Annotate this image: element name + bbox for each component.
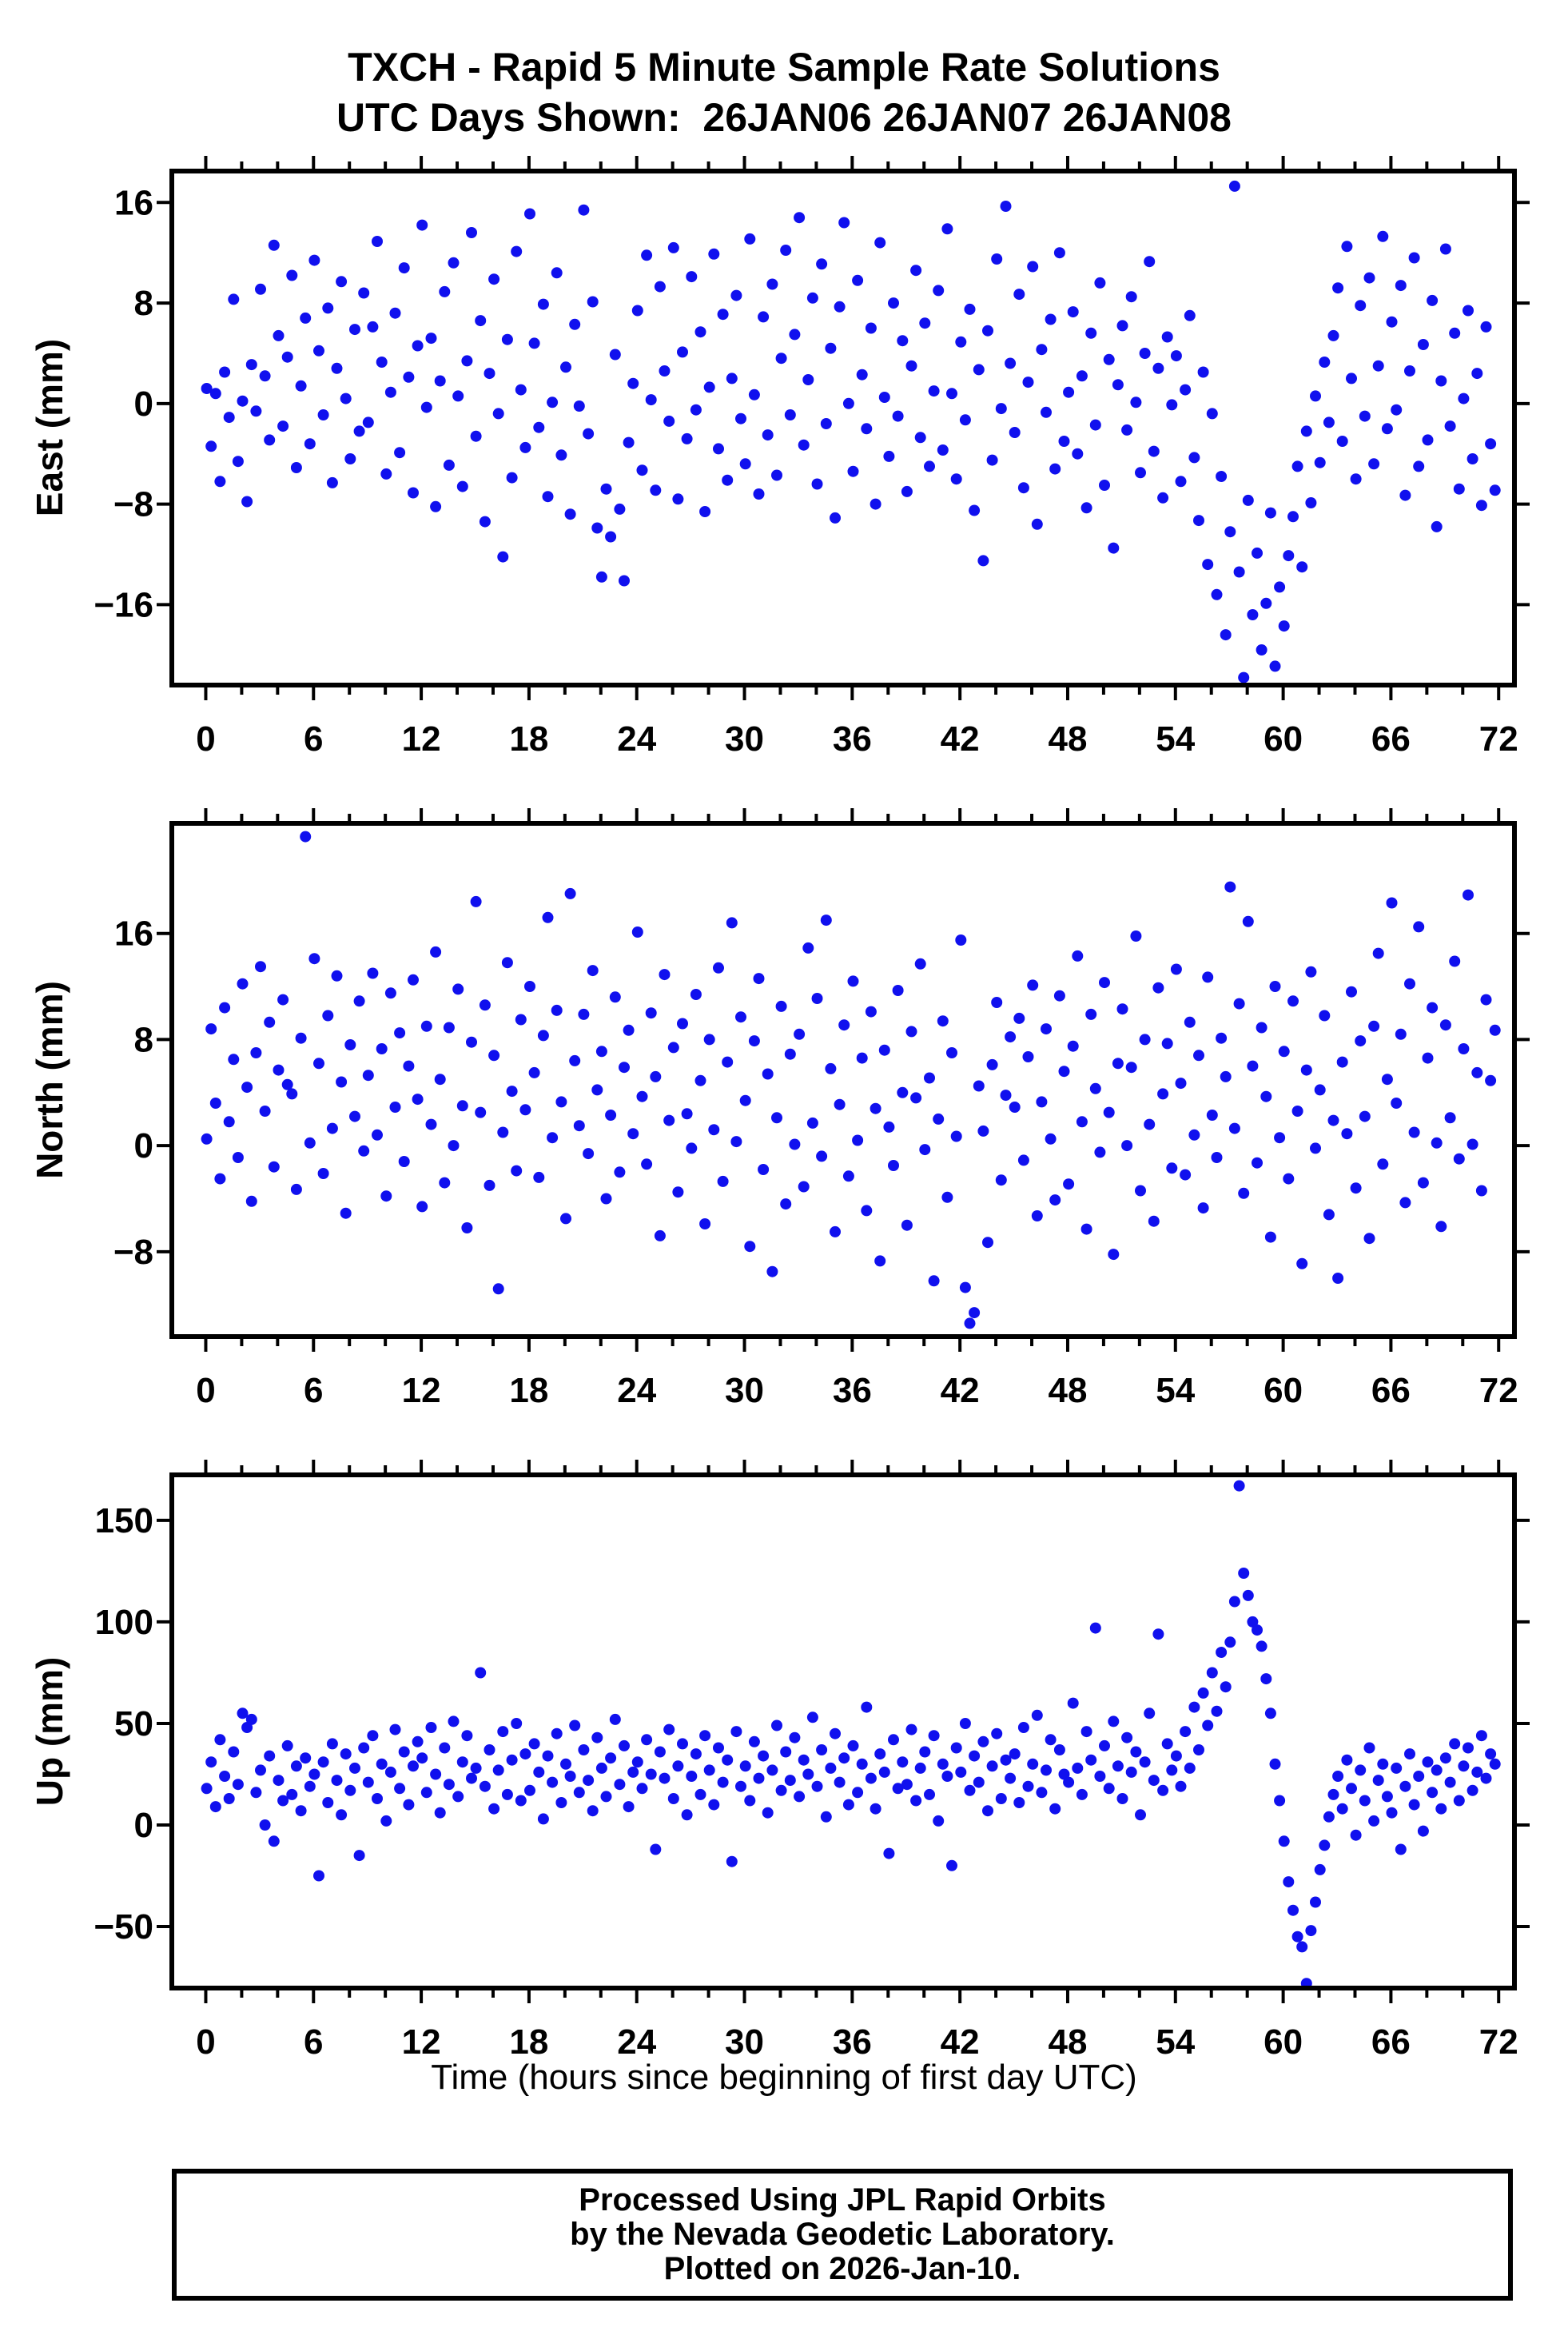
x-tick-label: 12: [402, 2022, 441, 2062]
x-tick-label: 18: [509, 719, 548, 759]
y-tick-label: 150: [95, 1501, 153, 1540]
x-tick-label: 0: [196, 1371, 215, 1410]
footer-line-2: by the Nevada Geodetic Laboratory.: [570, 2217, 1115, 2252]
up-axis-label: Up (mm): [29, 1656, 70, 1807]
x-tick-label: 66: [1371, 719, 1411, 759]
x-tick-label: 30: [725, 1371, 764, 1410]
y-tick-label: 16: [114, 914, 153, 954]
up-panel: −50 0 50 100 150 0 6 12 18 24 30 36 42 48 54 60 66 72: [94, 1460, 1530, 2062]
x-tick-label: 6: [304, 719, 323, 759]
x-tick-label: 66: [1371, 2022, 1411, 2062]
x-tick-label: 0: [196, 719, 215, 759]
footer-line-1: Processed Using JPL Rapid Orbits: [579, 2182, 1106, 2217]
x-tick-label: 12: [402, 1371, 441, 1410]
x-axis-title: Time (hours since beginning of first day…: [431, 2058, 1137, 2097]
footer-line-3: Plotted on 2026-Jan-10.: [663, 2251, 1021, 2286]
north-panel: −8 0 8 16 0 6 12 18 24 30 36 42 48 54 60 66 72: [113, 808, 1530, 1410]
x-tick-label: 24: [617, 2022, 656, 2062]
x-tick-label: 54: [1156, 1371, 1195, 1410]
x-tick-label: 6: [304, 1371, 323, 1410]
x-tick-label: 60: [1264, 719, 1303, 759]
north-frame: [169, 821, 1517, 1339]
x-tick-label: 30: [725, 719, 764, 759]
up-frame: [169, 1472, 1517, 1990]
x-tick-label: 30: [725, 2022, 764, 2062]
east-data-points: [201, 180, 1501, 683]
north-data-points: [201, 831, 1501, 1329]
x-tick-label: 6: [304, 2022, 323, 2062]
x-tick-label: 60: [1264, 1371, 1303, 1410]
x-tick-label: 24: [617, 1371, 656, 1410]
x-tick-label: 54: [1156, 719, 1195, 759]
y-tick-label: −8: [113, 485, 153, 524]
y-tick-label: −8: [113, 1233, 153, 1272]
chart-subtitle: UTC Days Shown: 26JAN06 26JAN07 26JAN08: [336, 95, 1232, 140]
y-tick-label: 0: [134, 1806, 153, 1845]
y-tick-label: 100: [95, 1603, 153, 1642]
y-tick-label: 0: [134, 385, 153, 424]
x-tick-label: 36: [833, 2022, 872, 2062]
x-tick-label: 72: [1479, 1371, 1518, 1410]
y-tick-label: 0: [134, 1126, 153, 1166]
x-tick-label: 0: [196, 2022, 215, 2062]
x-tick-label: 48: [1048, 1371, 1087, 1410]
x-tick-label: 42: [941, 1371, 980, 1410]
footer-box: Processed Using JPL Rapid Orbits by the …: [172, 2169, 1513, 2301]
x-tick-label: 48: [1048, 719, 1087, 759]
x-tick-label: 72: [1479, 2022, 1518, 2062]
y-tick-label: 8: [134, 284, 153, 323]
y-tick-label: 8: [134, 1020, 153, 1059]
y-tick-label: 50: [114, 1704, 153, 1743]
x-tick-label: 12: [402, 719, 441, 759]
chart-title: TXCH - Rapid 5 Minute Sample Rate Soluti…: [348, 45, 1220, 90]
x-tick-label: 18: [509, 2022, 548, 2062]
x-tick-label: 18: [509, 1371, 548, 1410]
y-tick-label: −16: [94, 585, 153, 624]
x-tick-label: 60: [1264, 2022, 1303, 2062]
east-axis-label: East (mm): [29, 338, 70, 517]
x-tick-label: 72: [1479, 719, 1518, 759]
north-axis-label: North (mm): [29, 981, 70, 1179]
x-tick-label: 42: [941, 2022, 980, 2062]
x-tick-label: 66: [1371, 1371, 1411, 1410]
x-tick-label: 54: [1156, 2022, 1195, 2062]
x-tick-label: 48: [1048, 2022, 1087, 2062]
x-tick-label: 36: [833, 719, 872, 759]
up-data-points: [201, 1480, 1501, 1990]
y-tick-label: −50: [94, 1907, 153, 1947]
y-tick-label: 16: [114, 183, 153, 222]
x-tick-label: 24: [617, 719, 656, 759]
east-panel: −16 −8 0 8 16 0 6 12 18 24 30 36 42 48 54 60 66 72: [94, 156, 1530, 759]
x-tick-label: 36: [833, 1371, 872, 1410]
x-tick-label: 42: [941, 719, 980, 759]
east-frame: [169, 169, 1517, 687]
